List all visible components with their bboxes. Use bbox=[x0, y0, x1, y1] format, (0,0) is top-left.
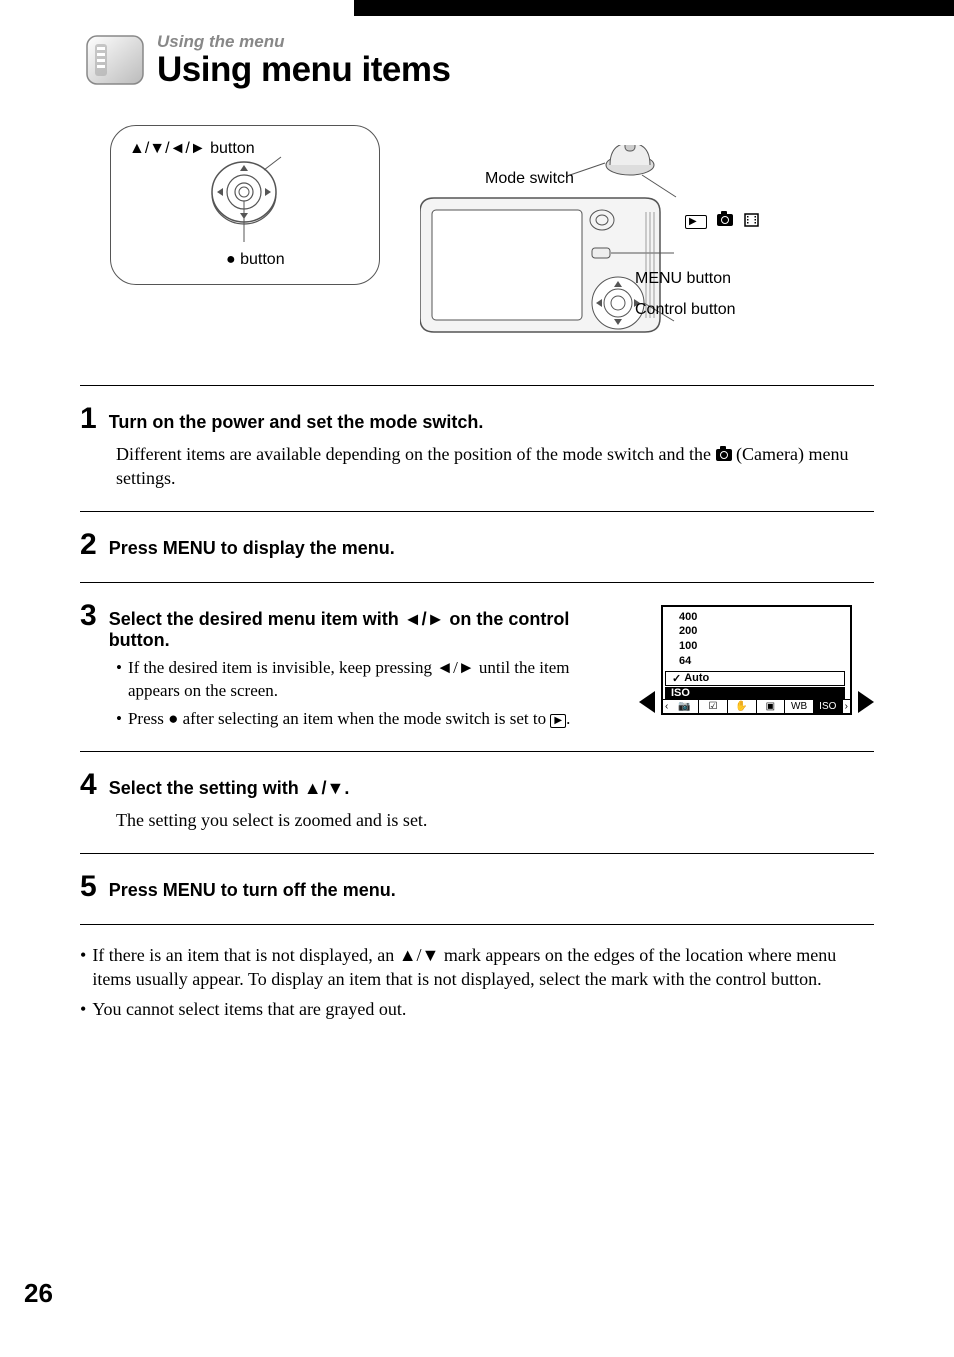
page-number: 26 bbox=[24, 1278, 53, 1309]
step-5: 5 Press MENU to turn off the menu. bbox=[80, 853, 874, 924]
control-dial-illustration bbox=[206, 154, 286, 244]
camera-icon bbox=[716, 449, 732, 461]
section-label: Using the menu bbox=[157, 32, 450, 52]
step-number: 2 bbox=[80, 528, 97, 562]
iso-option: 100 bbox=[669, 639, 850, 654]
step-bullet: • If the desired item is invisible, keep… bbox=[116, 657, 609, 703]
top-black-bar bbox=[354, 0, 954, 16]
iso-option: 200 bbox=[669, 624, 850, 639]
step-number: 4 bbox=[80, 768, 97, 802]
playback-icon: ▶ bbox=[685, 215, 707, 229]
right-arrow-icon bbox=[858, 691, 874, 713]
step-number: 5 bbox=[80, 870, 97, 904]
step-title: Press MENU to display the menu. bbox=[109, 538, 395, 559]
mode-switch-label: Mode switch bbox=[485, 170, 574, 188]
step-title: Turn on the power and set the mode switc… bbox=[109, 412, 484, 433]
step-bullet: • Press ● after selecting an item when t… bbox=[116, 708, 609, 731]
notes-section: •If there is an item that is not display… bbox=[0, 925, 954, 1022]
left-arrow-icon bbox=[639, 691, 655, 713]
note-item: •You cannot select items that are grayed… bbox=[80, 997, 874, 1021]
playback-icon: ▶ bbox=[550, 714, 566, 728]
iso-option: 400 bbox=[669, 610, 850, 625]
iso-option: 64 bbox=[669, 654, 850, 669]
diagram-area: ▲/▼/◄/► button ● button bbox=[110, 125, 874, 355]
step-title: Select the setting with ▲/▼. bbox=[109, 778, 350, 799]
section-icon bbox=[85, 30, 145, 90]
step-4: 4 Select the setting with ▲/▼. The setti… bbox=[80, 751, 874, 852]
steps-list: 1 Turn on the power and set the mode swi… bbox=[0, 385, 954, 924]
step-body: The setting you select is zoomed and is … bbox=[116, 808, 874, 832]
step-3: 3 Select the desired menu item with ◄/► … bbox=[80, 582, 874, 752]
menu-screenshot: 400 200 100 64 ✓Auto ISO ‹ 📷 ☑ ✋ ▣ WB bbox=[639, 605, 874, 715]
movie-mode-icon bbox=[744, 213, 759, 227]
step-number: 3 bbox=[80, 599, 97, 633]
center-button-label: ● button bbox=[226, 251, 285, 269]
camera-mode-icon bbox=[717, 214, 733, 226]
control-button-label: Control button bbox=[635, 301, 736, 319]
control-button-callout: ▲/▼/◄/► button ● button bbox=[110, 125, 380, 285]
step-2: 2 Press MENU to display the menu. bbox=[80, 511, 874, 582]
page-title: Using menu items bbox=[157, 50, 450, 90]
iso-option-list: 400 200 100 64 bbox=[663, 607, 850, 669]
step-body: Different items are available depending … bbox=[116, 442, 874, 491]
step-1: 1 Turn on the power and set the mode swi… bbox=[80, 385, 874, 511]
iso-auto-selected: ✓Auto bbox=[665, 671, 845, 686]
step-number: 1 bbox=[80, 402, 97, 436]
step-title: Select the desired menu item with ◄/► on… bbox=[109, 609, 609, 651]
step-title: Press MENU to turn off the menu. bbox=[109, 880, 396, 901]
mode-switch-icons: ▶ bbox=[685, 210, 759, 230]
menu-button-label: MENU button bbox=[635, 270, 731, 288]
note-item: •If there is an item that is not display… bbox=[80, 943, 874, 992]
